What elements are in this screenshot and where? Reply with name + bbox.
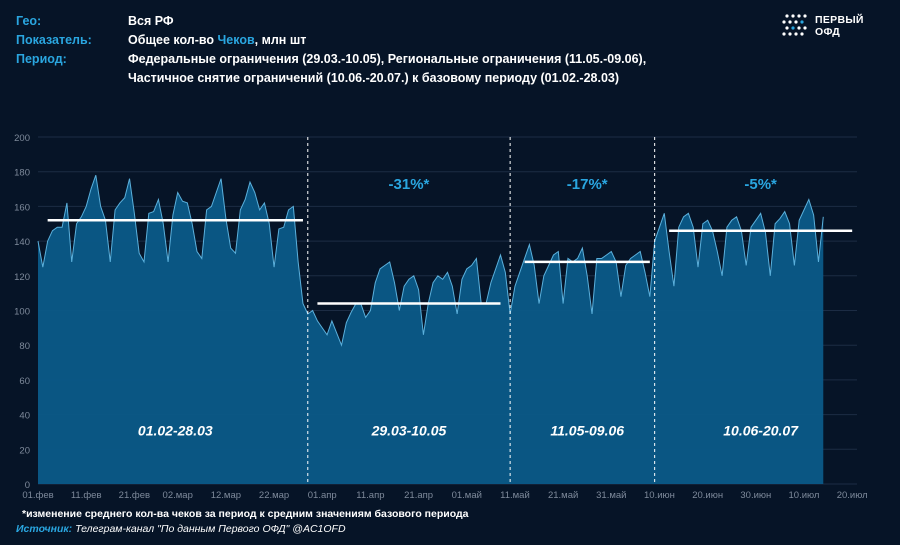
- series-line: [37, 175, 824, 347]
- period-change-label: -5%*: [744, 176, 777, 193]
- period-label: 01.02-28.03: [138, 422, 213, 438]
- footnote: *изменение среднего кол-ва чеков за пери…: [22, 508, 469, 520]
- y-tick-label: 40: [19, 411, 30, 422]
- logo: ПЕРВЫЙ ОФД: [781, 12, 864, 40]
- x-tick-label: 10.июн: [644, 490, 675, 501]
- period-label: Период:: [16, 52, 67, 66]
- source: Источник: Телеграм-канал "По данным Перв…: [16, 523, 346, 535]
- x-tick-label: 20.июл: [837, 490, 868, 501]
- y-tick-label: 100: [14, 307, 30, 318]
- x-tick-label: 31.май: [596, 490, 626, 501]
- y-tick-label: 60: [19, 376, 30, 387]
- period-label: 10.06-20.07: [723, 422, 799, 438]
- x-tick-label: 02.мар: [163, 490, 193, 501]
- indicator-label: Показатель:: [16, 33, 92, 47]
- x-tick-label: 11.фев: [71, 490, 102, 501]
- indicator-post: , млн шт: [254, 33, 307, 47]
- logo-line-1: ПЕРВЫЙ: [815, 14, 864, 26]
- x-tick-label: 21.май: [548, 490, 578, 501]
- indicator-row: Показатель: Общее кол-во Чеков, млн шт: [16, 31, 646, 50]
- period-line-2: Частичное снятие ограничений (10.06.-20.…: [128, 71, 620, 85]
- logo-line-2: ОФД: [815, 26, 840, 38]
- y-tick-label: 160: [14, 202, 30, 213]
- period-line-1: Федеральные ограничения (29.03.-10.05), …: [128, 52, 647, 66]
- x-tick-label: 30.июн: [740, 490, 771, 501]
- x-tick-label: 11.май: [500, 490, 530, 501]
- x-tick-label: 12.мар: [211, 490, 241, 501]
- x-tick-label: 21.апр: [404, 490, 433, 501]
- geo-label: Гео:: [16, 14, 42, 28]
- x-tick-label: 20.июн: [692, 490, 723, 501]
- period-row: Период: Федеральные ограничения (29.03.-…: [16, 50, 646, 88]
- logo-text: ПЕРВЫЙ ОФД: [815, 14, 864, 38]
- y-tick-label: 0: [25, 480, 30, 491]
- period-label: 11.05-09.06: [550, 422, 624, 438]
- y-tick-label: 20: [19, 445, 30, 456]
- x-tick-label: 22.мар: [259, 490, 289, 501]
- geo-value: Вся РФ: [128, 14, 174, 28]
- x-tick-label: 01.фев: [22, 490, 53, 501]
- source-text: Телеграм-канал "По данным Первого ОФД" @…: [72, 523, 346, 535]
- y-tick-label: 140: [14, 237, 30, 248]
- x-tick-label: 10.июл: [789, 490, 820, 501]
- y-tick-label: 200: [14, 133, 30, 144]
- indicator-highlight: Чеков: [217, 33, 255, 47]
- geo-row: Гео: Вся РФ: [16, 12, 646, 31]
- x-tick-label: 01.май: [452, 490, 482, 501]
- indicator-value: Общее кол-во Чеков, млн шт: [128, 31, 306, 50]
- y-tick-label: 80: [19, 341, 30, 352]
- header: Гео: Вся РФ Показатель: Общее кол-во Чек…: [16, 12, 646, 88]
- x-tick-label: 11.апр: [356, 490, 384, 501]
- y-tick-label: 120: [14, 272, 30, 283]
- x-tick-label: 21.фев: [119, 490, 150, 501]
- period-change-label: -17%*: [567, 176, 608, 193]
- indicator-pre: Общее кол-во: [128, 33, 218, 47]
- period-value: Федеральные ограничения (29.03.-10.05), …: [128, 50, 646, 88]
- x-tick-label: 01.апр: [308, 490, 337, 501]
- period-label: 29.03-10.05: [371, 422, 447, 438]
- y-tick-label: 180: [14, 168, 30, 179]
- logo-dots-icon: [782, 14, 807, 36]
- period-change-label: -31%*: [389, 176, 430, 193]
- source-label: Источник:: [16, 523, 73, 535]
